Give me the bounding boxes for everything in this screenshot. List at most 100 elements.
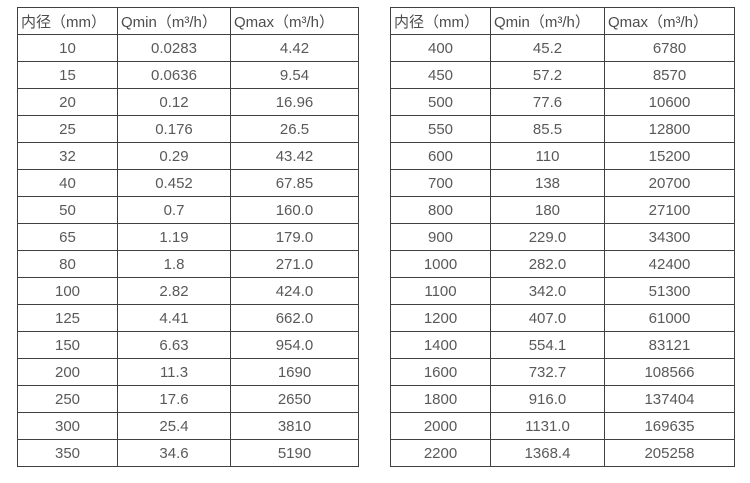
table-header-row: 内径（mm） Qmin（m³/h） Qmax（m³/h） bbox=[390, 7, 735, 35]
table-row: 50 0.7 160.0 bbox=[17, 196, 359, 224]
table-row: 1800 916.0 137404 bbox=[390, 385, 735, 413]
table-cell: 26.5 bbox=[230, 115, 359, 143]
table-row: 400 45.2 6780 bbox=[390, 34, 735, 62]
table-row: 900 229.0 34300 bbox=[390, 223, 735, 251]
table-row: 1200 407.0 61000 bbox=[390, 304, 735, 332]
table-cell: 20700 bbox=[604, 169, 735, 197]
table-cell: 4.41 bbox=[117, 304, 231, 332]
table-cell: 282.0 bbox=[490, 250, 605, 278]
table-cell: 554.1 bbox=[490, 331, 605, 359]
table-row: 125 4.41 662.0 bbox=[17, 304, 359, 332]
table-cell: 10600 bbox=[604, 88, 735, 116]
table-cell: 34.6 bbox=[117, 439, 231, 467]
table-cell: 550 bbox=[390, 115, 491, 143]
table-cell: 67.85 bbox=[230, 169, 359, 197]
table-cell: 350 bbox=[17, 439, 118, 467]
column-header: Qmin（m³/h） bbox=[490, 7, 605, 35]
table-cell: 0.7 bbox=[117, 196, 231, 224]
table-cell: 40 bbox=[17, 169, 118, 197]
table-row: 80 1.8 271.0 bbox=[17, 250, 359, 278]
table-row: 1400 554.1 83121 bbox=[390, 331, 735, 359]
column-header: 内径（mm） bbox=[390, 7, 491, 35]
table-cell: 11.3 bbox=[117, 358, 231, 386]
table-cell: 205258 bbox=[604, 439, 735, 467]
table-row: 600 110 15200 bbox=[390, 142, 735, 170]
table-cell: 400 bbox=[390, 34, 491, 62]
table-row: 40 0.452 67.85 bbox=[17, 169, 359, 197]
table-body: 400 45.2 6780 450 57.2 8570 500 77.6 10600 550 85.… bbox=[390, 34, 735, 467]
table-cell: 137404 bbox=[604, 385, 735, 413]
table-row: 100 2.82 424.0 bbox=[17, 277, 359, 305]
table-row: 150 6.63 954.0 bbox=[17, 331, 359, 359]
table-body: 10 0.0283 4.42 15 0.0636 9.54 20 0.12 16.96 25 0.1… bbox=[17, 34, 359, 467]
table-cell: 1000 bbox=[390, 250, 491, 278]
table-row: 450 57.2 8570 bbox=[390, 61, 735, 89]
table-cell: 138 bbox=[490, 169, 605, 197]
table-cell: 16.96 bbox=[230, 88, 359, 116]
table-cell: 1690 bbox=[230, 358, 359, 386]
table-cell: 2200 bbox=[390, 439, 491, 467]
table-cell: 5190 bbox=[230, 439, 359, 467]
table-row: 20 0.12 16.96 bbox=[17, 88, 359, 116]
table-row: 500 77.6 10600 bbox=[390, 88, 735, 116]
table-row: 32 0.29 43.42 bbox=[17, 142, 359, 170]
table-cell: 10 bbox=[17, 34, 118, 62]
table-cell: 1200 bbox=[390, 304, 491, 332]
table-cell: 27100 bbox=[604, 196, 735, 224]
table-row: 2200 1368.4 205258 bbox=[390, 439, 735, 467]
table-row: 65 1.19 179.0 bbox=[17, 223, 359, 251]
table-row: 250 17.6 2650 bbox=[17, 385, 359, 413]
table-row: 350 34.6 5190 bbox=[17, 439, 359, 467]
table-cell: 9.54 bbox=[230, 61, 359, 89]
table-row: 300 25.4 3810 bbox=[17, 412, 359, 440]
table-cell: 6.63 bbox=[117, 331, 231, 359]
table-cell: 25 bbox=[17, 115, 118, 143]
table-cell: 4.42 bbox=[230, 34, 359, 62]
table-cell: 1.8 bbox=[117, 250, 231, 278]
table-cell: 45.2 bbox=[490, 34, 605, 62]
table-cell: 12800 bbox=[604, 115, 735, 143]
table-cell: 43.42 bbox=[230, 142, 359, 170]
table-cell: 0.0636 bbox=[117, 61, 231, 89]
table-cell: 200 bbox=[17, 358, 118, 386]
table-cell: 6780 bbox=[604, 34, 735, 62]
table-header-row: 内径（mm） Qmin（m³/h） Qmax（m³/h） bbox=[17, 7, 359, 35]
table-cell: 424.0 bbox=[230, 277, 359, 305]
flow-range-table-small-diameters: 内径（mm） Qmin（m³/h） Qmax（m³/h） 10 0.0283 4.42 1… bbox=[17, 7, 359, 467]
table-cell: 125 bbox=[17, 304, 118, 332]
table-cell: 15200 bbox=[604, 142, 735, 170]
table-row: 700 138 20700 bbox=[390, 169, 735, 197]
table-cell: 179.0 bbox=[230, 223, 359, 251]
table-cell: 0.176 bbox=[117, 115, 231, 143]
table-cell: 1400 bbox=[390, 331, 491, 359]
table-cell: 100 bbox=[17, 277, 118, 305]
table-cell: 900 bbox=[390, 223, 491, 251]
table-cell: 407.0 bbox=[490, 304, 605, 332]
table-cell: 77.6 bbox=[490, 88, 605, 116]
column-header: Qmin（m³/h） bbox=[117, 7, 231, 35]
table-row: 25 0.176 26.5 bbox=[17, 115, 359, 143]
table-cell: 700 bbox=[390, 169, 491, 197]
table-row: 1000 282.0 42400 bbox=[390, 250, 735, 278]
table-cell: 108566 bbox=[604, 358, 735, 386]
table-cell: 916.0 bbox=[490, 385, 605, 413]
table-cell: 8570 bbox=[604, 61, 735, 89]
table-row: 800 180 27100 bbox=[390, 196, 735, 224]
table-cell: 300 bbox=[17, 412, 118, 440]
table-cell: 954.0 bbox=[230, 331, 359, 359]
table-row: 550 85.5 12800 bbox=[390, 115, 735, 143]
table-header-row: 内径（mm） Qmin（m³/h） Qmax（m³/h） bbox=[17, 7, 359, 35]
table-cell: 500 bbox=[390, 88, 491, 116]
table-cell: 2.82 bbox=[117, 277, 231, 305]
table-row: 10 0.0283 4.42 bbox=[17, 34, 359, 62]
table-cell: 160.0 bbox=[230, 196, 359, 224]
table-cell: 250 bbox=[17, 385, 118, 413]
table-cell: 15 bbox=[17, 61, 118, 89]
table-cell: 1800 bbox=[390, 385, 491, 413]
table-cell: 1100 bbox=[390, 277, 491, 305]
table-cell: 732.7 bbox=[490, 358, 605, 386]
column-header: 内径（mm） bbox=[17, 7, 118, 35]
table-cell: 20 bbox=[17, 88, 118, 116]
table-cell: 600 bbox=[390, 142, 491, 170]
